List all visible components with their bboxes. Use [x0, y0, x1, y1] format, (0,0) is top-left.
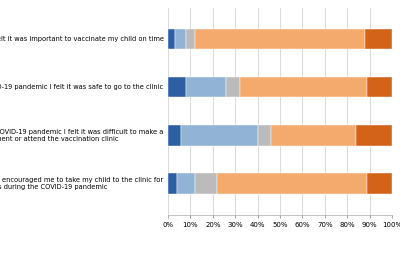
Bar: [367, 173, 392, 194]
Bar: [186, 29, 195, 49]
Bar: [365, 29, 392, 49]
Bar: [195, 173, 217, 194]
Bar: [177, 173, 195, 194]
Bar: [186, 77, 226, 97]
Bar: [356, 125, 392, 145]
Bar: [182, 125, 258, 145]
Bar: [175, 29, 186, 49]
Bar: [271, 125, 356, 145]
Bar: [226, 77, 240, 97]
Bar: [168, 125, 182, 145]
Bar: [367, 77, 392, 97]
Bar: [168, 173, 177, 194]
Bar: [168, 29, 175, 49]
Text: During the COVID-19 pandemic I felt it was important to vaccinate my child on ti: During the COVID-19 pandemic I felt it w…: [0, 36, 164, 42]
Text: During restrictions related to the COVID-19 pandemic I felt it was difficult to : During restrictions related to the COVID…: [0, 129, 164, 142]
Bar: [195, 29, 365, 49]
Text: During the COVID-19 pandemic I felt it was safe to go to the clinic: During the COVID-19 pandemic I felt it w…: [0, 84, 164, 90]
Text: My family, friends and community encouraged me to take my child to the clinic fo: My family, friends and community encoura…: [0, 177, 164, 190]
Bar: [258, 125, 271, 145]
Bar: [240, 77, 367, 97]
Bar: [168, 77, 186, 97]
Bar: [217, 173, 367, 194]
